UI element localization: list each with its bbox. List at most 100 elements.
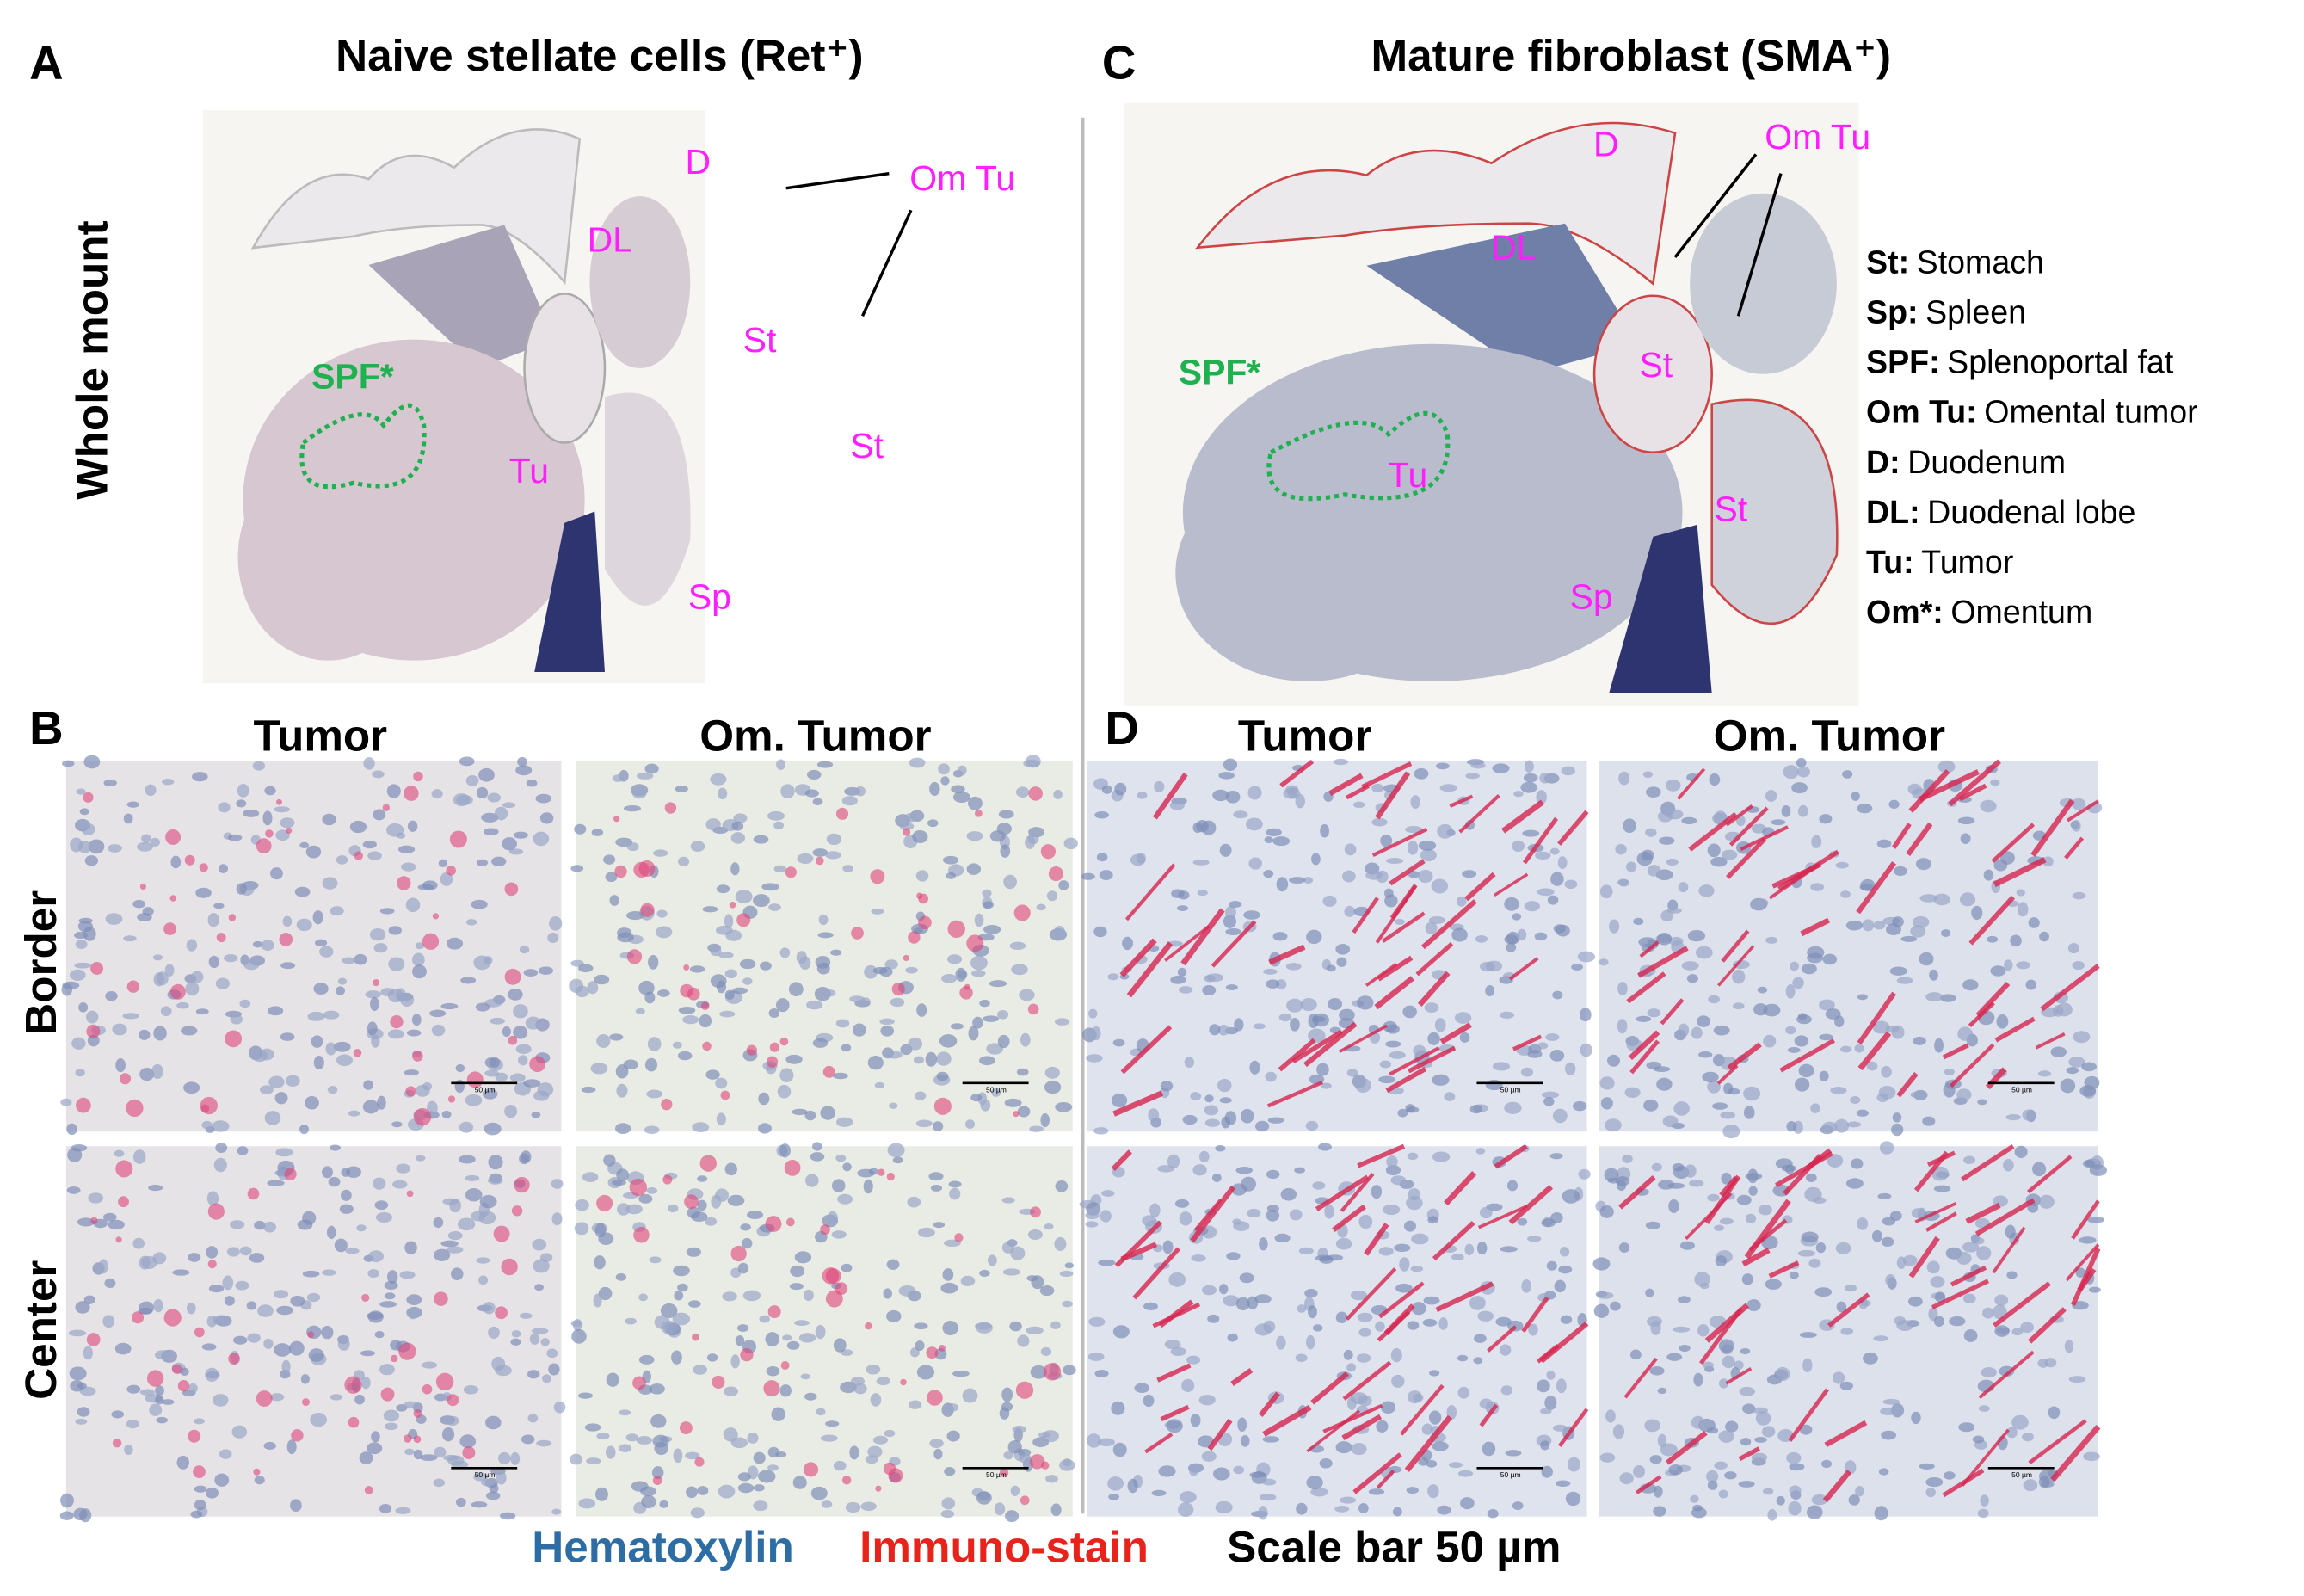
nucleus — [936, 1051, 952, 1066]
stain — [1991, 823, 2036, 864]
nucleus — [928, 1172, 944, 1181]
nucleus — [1610, 1301, 1621, 1311]
nucleus — [1786, 1451, 1802, 1464]
legend-abbr: D: — [1866, 444, 1900, 480]
nucleus — [1738, 1481, 1755, 1488]
nucleus — [1819, 1070, 1829, 1081]
nucleus — [1290, 1017, 1300, 1032]
nucleus — [322, 813, 336, 826]
nucleus — [1851, 1158, 1864, 1169]
stain — [886, 1172, 895, 1181]
nucleus — [2052, 1005, 2064, 1017]
nucleus — [457, 1217, 476, 1231]
nucleus — [1266, 1209, 1280, 1222]
nucleus — [1044, 1080, 1062, 1094]
nucleus — [812, 848, 829, 857]
nucleus — [1537, 1379, 1550, 1393]
spf-outline — [299, 403, 427, 490]
nucleus — [1234, 1018, 1244, 1032]
nucleus — [949, 1187, 961, 1200]
nucleus — [2072, 798, 2086, 810]
nucleus — [1706, 1427, 1719, 1434]
nucleus — [1896, 977, 1913, 984]
nucleus — [2079, 1236, 2097, 1244]
nucleus — [527, 1370, 540, 1379]
nucleus — [77, 1407, 90, 1417]
nucleus — [730, 1354, 740, 1369]
nucleus — [1300, 998, 1317, 1012]
nucleus — [508, 989, 523, 1001]
nucleus — [1254, 1294, 1272, 1304]
nucleus — [1386, 858, 1404, 865]
stain — [652, 1476, 662, 1486]
nucleus — [1160, 1081, 1174, 1092]
nucleus — [413, 1449, 423, 1460]
nucleus — [649, 1256, 662, 1264]
nucleus — [939, 1034, 958, 1048]
nucleus — [841, 1263, 853, 1272]
nucleus — [1555, 1480, 1571, 1487]
nucleus — [397, 845, 416, 853]
nucleus — [578, 964, 594, 973]
nucleus — [1888, 799, 1900, 810]
nucleus — [1204, 1094, 1214, 1103]
nucleus — [156, 971, 169, 986]
nucleus — [2072, 960, 2085, 971]
nucleus — [181, 1026, 198, 1036]
nucleus — [433, 1478, 446, 1488]
nucleus — [1684, 1164, 1697, 1178]
nucleus — [321, 1325, 334, 1340]
nucleus — [1410, 1266, 1424, 1272]
nucleus — [635, 1008, 645, 1014]
stain — [146, 1370, 164, 1387]
nucleus — [1702, 1071, 1719, 1083]
nucleus — [1344, 905, 1356, 917]
nucleus — [1937, 760, 1956, 773]
nucleus — [2081, 1062, 2098, 1072]
stain — [966, 934, 984, 952]
stain — [462, 1445, 476, 1459]
nucleus — [446, 1415, 459, 1427]
nucleus — [594, 1255, 606, 1270]
stain — [1043, 1363, 1062, 1381]
nucleus — [730, 862, 740, 876]
stain — [1738, 1446, 1760, 1462]
nucleus — [1649, 1366, 1665, 1376]
nucleus — [1420, 848, 1437, 862]
nucleus — [1609, 919, 1620, 934]
nucleus — [132, 899, 146, 909]
nucleus — [1358, 1214, 1373, 1229]
nucleus — [1055, 1101, 1073, 1112]
stain — [1985, 1067, 2007, 1090]
nucleus — [1130, 853, 1146, 866]
stain — [1822, 1470, 1852, 1503]
nucleus — [1702, 1361, 1714, 1369]
stain — [1539, 1321, 1589, 1364]
nucleus — [465, 774, 479, 786]
nucleus — [1565, 1491, 1581, 1507]
nucleus — [546, 1348, 558, 1359]
nucleus — [1537, 888, 1555, 897]
nucleus — [102, 1315, 115, 1328]
nucleus — [70, 1380, 84, 1392]
nucleus — [152, 1252, 167, 1265]
nucleus — [1732, 1002, 1745, 1010]
nucleus — [1882, 1398, 1900, 1405]
nucleus — [1336, 957, 1347, 967]
nucleus — [575, 985, 589, 998]
nucleus — [854, 786, 866, 797]
nucleus — [812, 1038, 829, 1048]
nucleus — [1706, 1470, 1719, 1483]
stain — [1993, 1281, 2051, 1328]
nucleus — [794, 1251, 812, 1264]
nucleus — [972, 1016, 983, 1029]
stain — [1048, 866, 1063, 882]
nucleus — [526, 779, 538, 787]
spleen — [534, 511, 605, 672]
nucleus — [239, 999, 251, 1008]
organ-label: St — [743, 320, 777, 360]
nucleus — [1011, 964, 1028, 976]
nucleus — [1522, 829, 1540, 837]
nucleus — [86, 1010, 99, 1024]
stain — [730, 1245, 747, 1262]
